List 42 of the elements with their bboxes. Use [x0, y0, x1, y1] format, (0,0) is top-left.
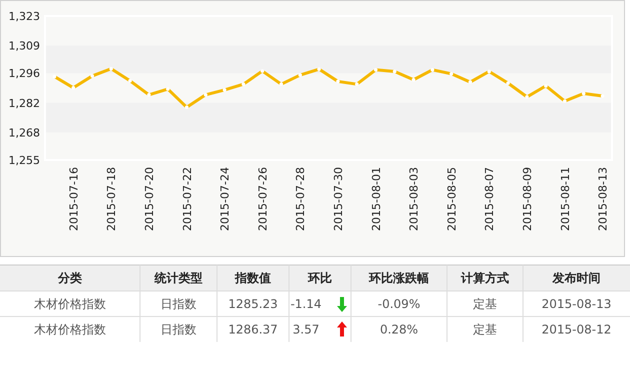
text: 定基 [473, 322, 497, 336]
text: 定基 [473, 297, 497, 311]
x-tick-label: 2015-07-16 [67, 167, 80, 231]
text: 1286.37 [228, 322, 278, 336]
y-tick-label: 1,268 [8, 126, 40, 140]
x-tick-label: 2015-08-09 [520, 167, 534, 231]
x-tick-label: 2015-08-03 [408, 167, 421, 231]
x-tick-label: 2015-08-11 [558, 167, 572, 231]
text: 木材价格指数 [34, 297, 106, 311]
text: 木材价格指数 [34, 322, 106, 336]
category-label: 环比 [307, 271, 332, 285]
x-tick-label: 2015-08-01 [370, 167, 383, 231]
text: 日指数 [160, 322, 196, 336]
y-tick-label: 1,282 [8, 96, 40, 110]
x-tick-label: 2015-07-20 [142, 167, 156, 231]
category-label: 分类 [57, 271, 82, 285]
category-label: 计算方式 [460, 271, 509, 285]
x-tick-label: 2015-08-13 [596, 167, 610, 231]
y-tick-label: 1,323 [8, 10, 40, 23]
text: 2015-08-13 [542, 297, 612, 311]
y-tick-label: 1,309 [8, 40, 40, 53]
x-tick-label: 2015-07-30 [332, 167, 345, 231]
category-label: 环比涨跌幅 [368, 271, 429, 285]
text: 1285.23 [228, 297, 278, 311]
text: 0.28% [380, 322, 418, 336]
x-tick-label: 2015-07-24 [218, 167, 232, 231]
category-label: 发布时间 [552, 271, 600, 285]
x-tick-label: 2015-07-22 [180, 167, 194, 231]
x-tick-label: 2015-07-28 [294, 167, 308, 231]
category-label: 统计类型 [154, 271, 202, 285]
text: 日指数 [160, 297, 196, 311]
text: -0.09% [378, 297, 420, 311]
x-tick-label: 2015-08-05 [445, 167, 458, 231]
y-tick-label: 1,296 [8, 67, 40, 80]
y-tick-label: 1,255 [8, 154, 40, 167]
category-label: 指数值 [234, 271, 271, 285]
text: 3.57 [292, 322, 320, 336]
text: 2015-08-12 [542, 322, 612, 336]
x-tick-label: 2015-07-26 [256, 167, 270, 231]
x-tick-label: 2015-08-07 [483, 167, 496, 231]
x-tick-label: 2015-07-18 [105, 167, 118, 231]
text: -1.14 [290, 297, 322, 311]
